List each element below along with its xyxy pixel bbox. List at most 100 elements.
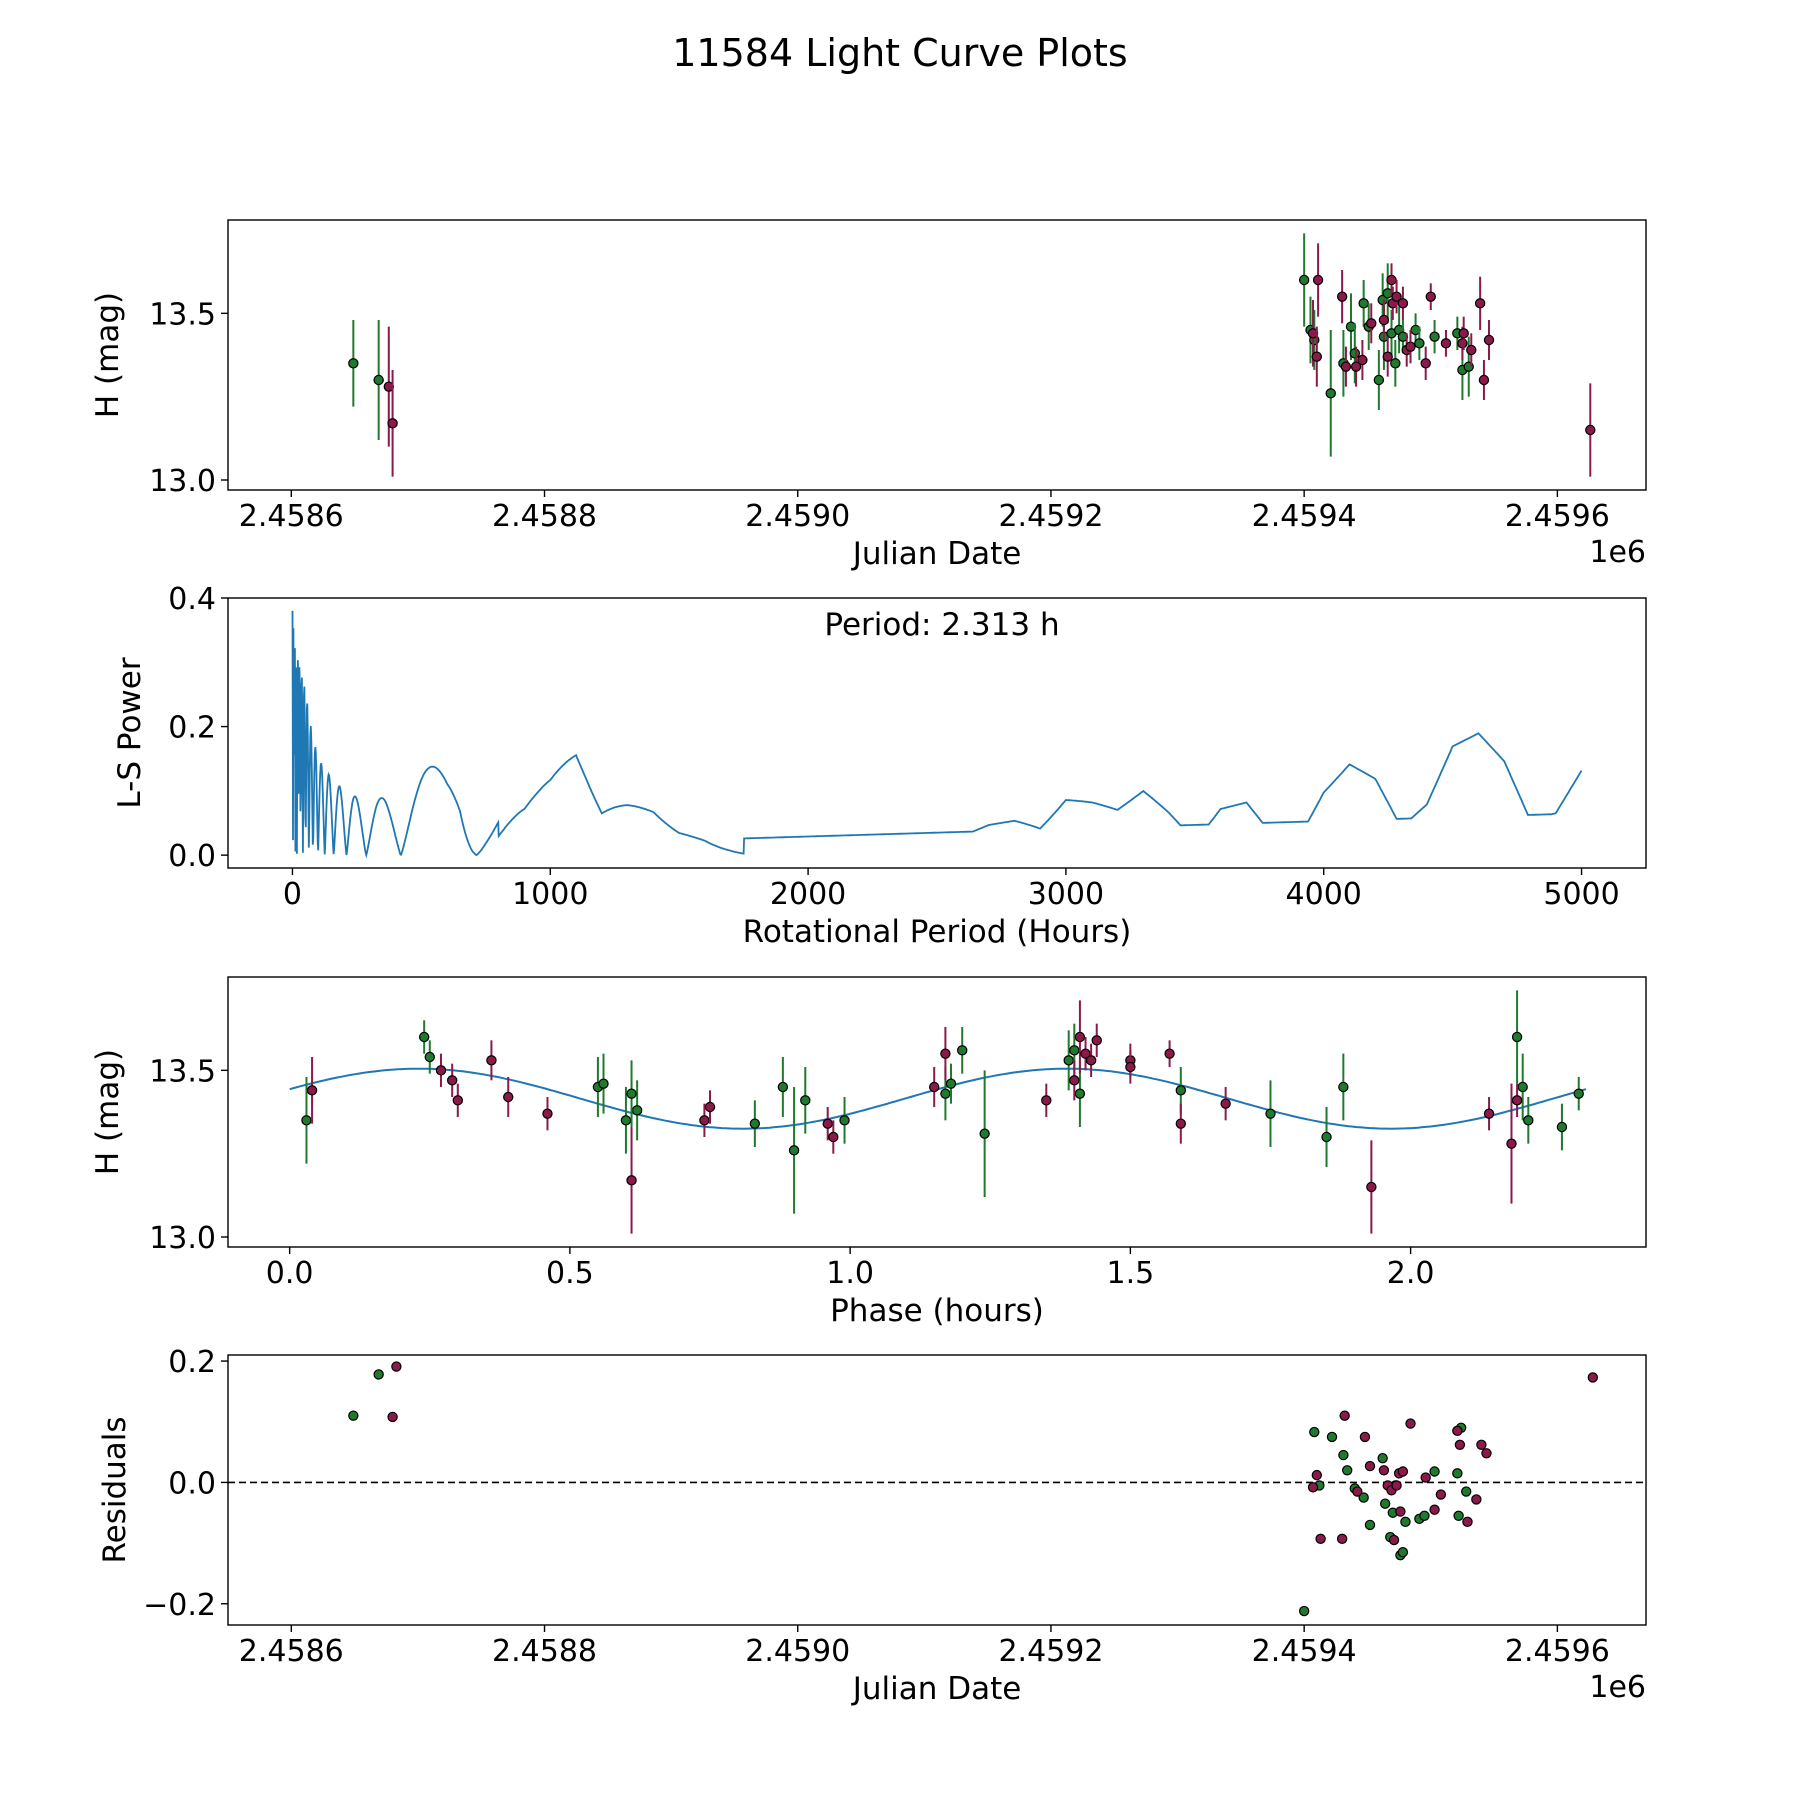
phased-data-point bbox=[1556, 1121, 1568, 1133]
lightcurve-data-point bbox=[1420, 358, 1431, 369]
residuals-data-point bbox=[1405, 1418, 1416, 1429]
lightcurve-y-label: H (mag) bbox=[90, 292, 126, 418]
residuals-data-point bbox=[1307, 1482, 1319, 1493]
lightcurve-data-point bbox=[1378, 314, 1390, 326]
residuals-data-point bbox=[1481, 1448, 1492, 1459]
phased-data-point bbox=[1265, 1108, 1276, 1119]
residuals-data-point bbox=[1454, 1439, 1466, 1450]
residuals-data-point bbox=[1391, 1480, 1402, 1491]
phased-data-point bbox=[839, 1115, 850, 1126]
phased-data-point bbox=[699, 1115, 710, 1126]
residuals-data-point bbox=[1358, 1492, 1369, 1503]
residuals-data-point bbox=[1359, 1431, 1371, 1443]
residuals-data-point bbox=[1326, 1431, 1338, 1443]
phased-data-point bbox=[598, 1078, 609, 1089]
residuals-data-point bbox=[1429, 1466, 1440, 1477]
lightcurve-data-point bbox=[1349, 348, 1361, 359]
phased-data-point bbox=[1511, 1095, 1523, 1106]
residuals-data-point bbox=[1435, 1489, 1447, 1500]
periodogram-y-tick-label: 0.2 bbox=[168, 711, 216, 746]
periodogram-y-tick-label: 0.0 bbox=[168, 839, 216, 874]
phased-data-point bbox=[1041, 1095, 1052, 1106]
residuals-data-point bbox=[1342, 1465, 1353, 1476]
lightcurve-data-point bbox=[1474, 298, 1486, 309]
phased-x-label: Phase (hours) bbox=[830, 1293, 1044, 1329]
residuals-data-point bbox=[1395, 1506, 1406, 1517]
residuals-data-point bbox=[1339, 1410, 1350, 1421]
residuals-x-tick-label: 2.4590 bbox=[745, 1634, 850, 1669]
residuals-data-point bbox=[1388, 1534, 1400, 1546]
period-annotation: Period: 2.313 h bbox=[824, 607, 1059, 643]
phased-data-point bbox=[1523, 1115, 1534, 1126]
residuals-data-point bbox=[1453, 1510, 1464, 1521]
residuals-x-tick-label: 2.4594 bbox=[1252, 1634, 1357, 1669]
phased-data-point bbox=[788, 1145, 800, 1156]
lightcurve-data-point bbox=[1458, 328, 1469, 339]
phased-data-point bbox=[1506, 1138, 1517, 1149]
phased-data-point bbox=[452, 1095, 463, 1106]
residuals-data-point bbox=[1352, 1486, 1363, 1497]
periodogram-plot-frame bbox=[227, 597, 1647, 869]
lightcurve-data-point bbox=[1585, 424, 1596, 436]
phased-data-point bbox=[1483, 1108, 1495, 1119]
periodogram-power-line bbox=[291, 610, 1583, 859]
lightcurve-data-point bbox=[1425, 291, 1436, 302]
phased-data-point bbox=[749, 1118, 761, 1129]
phased-data-point bbox=[940, 1048, 951, 1059]
phased-data-point bbox=[1573, 1088, 1584, 1099]
residuals-y-label: Residuals bbox=[97, 1416, 133, 1563]
periodogram-x-label: Rotational Period (Hours) bbox=[743, 914, 1132, 950]
residuals-data-point bbox=[1379, 1498, 1391, 1509]
phased-data-point bbox=[1069, 1075, 1080, 1086]
residuals-panel: Residuals Julian Date 1e6 2.4586 2.4588 2.… bbox=[97, 1345, 1647, 1707]
lightcurve-x-tick-label: 2.4588 bbox=[492, 499, 597, 534]
lightcurve-x-tick-label: 2.4596 bbox=[1505, 499, 1610, 534]
residuals-data-point bbox=[387, 1411, 398, 1423]
lightcurve-data-point bbox=[1386, 274, 1397, 286]
residuals-x-offset-label: 1e6 bbox=[1589, 1670, 1646, 1705]
residuals-x-tick-label: 2.4596 bbox=[1505, 1634, 1610, 1669]
phased-x-tick-label: 2.0 bbox=[1387, 1256, 1435, 1291]
residuals-data-point bbox=[1476, 1439, 1487, 1450]
phased-data-point bbox=[1080, 1048, 1091, 1059]
residuals-data-point bbox=[1452, 1468, 1463, 1479]
residuals-x-tick-label: 2.4586 bbox=[239, 1634, 344, 1669]
lightcurve-data-point bbox=[1483, 334, 1495, 346]
lightcurve-data-point bbox=[1358, 298, 1369, 309]
lightcurve-data-point bbox=[373, 374, 384, 386]
residuals-plot-frame bbox=[227, 1354, 1647, 1626]
lightcurve-data-point bbox=[1382, 351, 1393, 362]
residuals-data-point bbox=[1298, 1605, 1310, 1617]
phased-data-point bbox=[1338, 1081, 1349, 1093]
residuals-data-point bbox=[1397, 1546, 1409, 1558]
lightcurve-data-point bbox=[1391, 291, 1402, 302]
phased-data-point bbox=[542, 1108, 553, 1119]
lightcurve-data-point bbox=[1429, 331, 1440, 342]
lightcurve-data-point bbox=[1390, 358, 1401, 369]
lightcurve-y-tick-label: 13.0 bbox=[149, 464, 216, 499]
phased-data-point bbox=[1366, 1181, 1377, 1193]
lightcurve-data-point bbox=[1350, 361, 1362, 372]
lightcurve-y-tick-label: 13.5 bbox=[149, 297, 216, 332]
phased-data-point bbox=[1220, 1098, 1231, 1109]
phased-y-tick-label: 13.0 bbox=[149, 1221, 216, 1256]
periodogram-x-tick-label: 3000 bbox=[1028, 877, 1104, 912]
residuals-data-point bbox=[1311, 1469, 1323, 1481]
phased-x-tick-label: 0.0 bbox=[266, 1256, 314, 1291]
lightcurve-data-point bbox=[387, 418, 398, 429]
lightcurve-data-point bbox=[1373, 374, 1385, 386]
residuals-data-point bbox=[1377, 1452, 1388, 1464]
phased-plot-frame bbox=[227, 976, 1647, 1248]
phased-data-point bbox=[704, 1101, 716, 1113]
lightcurve-x-tick-label: 2.4594 bbox=[1252, 499, 1357, 534]
lightcurve-data-point bbox=[1466, 344, 1477, 356]
phased-data-point bbox=[620, 1115, 632, 1126]
residuals-y-tick-label: 0.2 bbox=[168, 1345, 216, 1380]
lightcurve-data-point bbox=[348, 358, 359, 369]
lightcurve-data-point bbox=[1312, 274, 1324, 286]
residuals-data-point bbox=[1461, 1486, 1472, 1497]
residuals-data-point bbox=[1397, 1466, 1409, 1477]
residuals-data-point bbox=[1471, 1494, 1482, 1505]
residuals-data-point bbox=[1338, 1449, 1349, 1461]
lightcurve-data-point bbox=[1457, 338, 1468, 349]
